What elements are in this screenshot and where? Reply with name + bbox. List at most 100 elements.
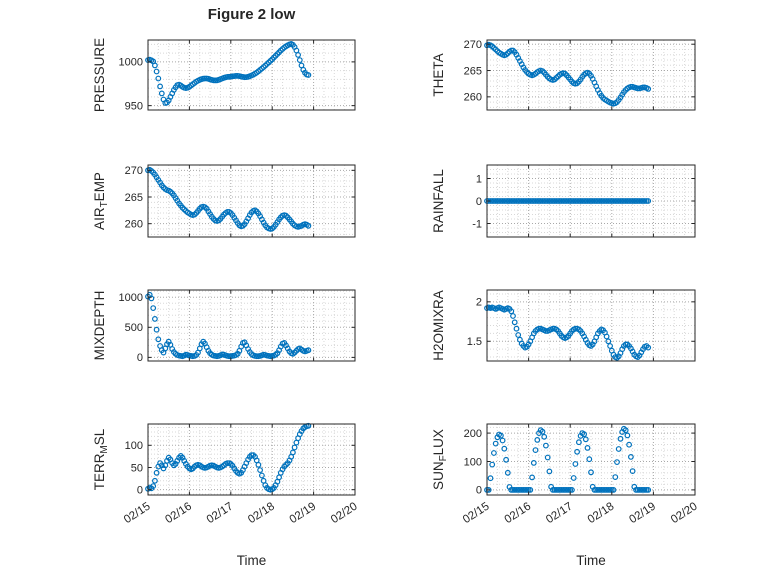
- data-point: [600, 487, 606, 493]
- axes-box: [486, 423, 696, 496]
- data-point: [499, 437, 506, 444]
- data-point: [569, 487, 575, 493]
- x-tick-label: 02/17: [544, 500, 575, 526]
- y-axis-label-part: RAINFALL: [431, 169, 446, 233]
- data-point: [614, 459, 620, 466]
- series-theta: [484, 41, 652, 107]
- data-point: [645, 198, 652, 204]
- data-point: [605, 487, 612, 493]
- x-tick-label: 02/20: [669, 500, 700, 526]
- data-point: [290, 449, 296, 456]
- x-tick-label: 02/16: [503, 500, 534, 526]
- y-axis-label-part: LUX: [431, 429, 446, 455]
- y-axis-label-part: THETA: [431, 53, 446, 96]
- data-point: [539, 428, 546, 435]
- y-tick-label: 200: [464, 428, 482, 440]
- data-point: [530, 460, 537, 466]
- data-point: [501, 445, 508, 452]
- data-point: [157, 83, 164, 90]
- x-tick-label: 02/19: [627, 500, 658, 526]
- data-point: [584, 445, 591, 451]
- data-point: [532, 447, 539, 454]
- data-point: [543, 442, 549, 449]
- data-point: [305, 222, 312, 229]
- data-point: [305, 347, 312, 354]
- data-point: [305, 72, 312, 78]
- data-point: [622, 427, 629, 434]
- series-air_temp: [145, 166, 312, 232]
- data-point: [544, 454, 551, 461]
- data-point: [641, 198, 648, 204]
- data-point: [503, 456, 510, 463]
- data-point: [581, 431, 587, 438]
- y-tick-label: 0: [137, 352, 143, 364]
- axes-box: [147, 289, 356, 362]
- y-tick-label: 500: [125, 322, 143, 334]
- data-point: [553, 487, 560, 493]
- y-axis-label-part: PRESSURE: [92, 38, 107, 112]
- data-point: [576, 439, 582, 446]
- data-point: [508, 308, 515, 315]
- y-tick-label: 100: [464, 456, 482, 468]
- data-point: [515, 332, 522, 338]
- data-point: [574, 198, 580, 204]
- data-point: [201, 75, 208, 82]
- data-point: [158, 90, 165, 97]
- data-point: [491, 450, 497, 456]
- data-point: [586, 456, 593, 463]
- data-point: [546, 468, 553, 475]
- y-tick-label: 1.5: [467, 336, 482, 348]
- data-point: [579, 198, 586, 204]
- series-terr_msl: [145, 422, 312, 493]
- subplot-h2omixra: 1.5 2 H2OMIXRA: [431, 289, 696, 362]
- y-axis-label-part: EMP: [92, 172, 107, 201]
- data-point: [629, 468, 636, 475]
- y-tick-label: 270: [125, 165, 143, 177]
- data-point: [485, 487, 492, 493]
- data-point: [511, 198, 518, 204]
- y-axis-label: RAINFALL: [431, 169, 446, 233]
- subplot-theta: 260 265 270 THETA: [431, 39, 696, 111]
- y-axis-label: PRESSURE: [92, 38, 107, 112]
- y-axis-label: H2OMIXRA: [431, 290, 446, 361]
- data-point: [513, 325, 520, 332]
- data-point: [153, 68, 160, 75]
- data-point: [489, 461, 496, 468]
- data-point: [588, 469, 594, 476]
- data-point: [511, 319, 518, 326]
- axes-box: [486, 39, 696, 111]
- y-axis-label-subscript: F: [438, 455, 449, 461]
- data-point: [151, 62, 158, 69]
- data-point: [605, 338, 612, 345]
- y-tick-label: 50: [131, 462, 143, 474]
- data-point: [563, 198, 570, 204]
- y-axis-label-part: SL: [92, 428, 107, 445]
- data-point: [600, 198, 606, 204]
- data-point: [498, 432, 504, 439]
- data-point: [553, 198, 560, 204]
- y-tick-label: 1: [476, 173, 482, 185]
- figure-title: Figure 2 low: [207, 6, 296, 23]
- data-point: [615, 446, 622, 452]
- y-axis-label-subscript: M: [99, 445, 110, 453]
- data-point: [492, 440, 499, 447]
- data-point: [153, 326, 160, 333]
- data-point: [148, 295, 155, 302]
- y-tick-label: 270: [464, 39, 482, 51]
- x-tick-label: 02/15: [122, 500, 153, 526]
- data-point: [151, 316, 158, 322]
- data-point: [257, 467, 264, 474]
- subplot-air_temp: 260 265 270 AIRTEMP: [92, 164, 356, 238]
- y-tick-label: 265: [464, 65, 482, 77]
- data-point: [548, 198, 554, 204]
- data-point: [574, 448, 580, 455]
- data-point: [617, 435, 624, 442]
- series-mixdepth: [145, 291, 312, 360]
- axes-box: [147, 164, 356, 238]
- data-point: [636, 198, 643, 204]
- data-point: [610, 487, 617, 493]
- data-point: [605, 198, 612, 204]
- plot-area: [487, 290, 695, 361]
- y-tick-label: 0: [476, 485, 482, 497]
